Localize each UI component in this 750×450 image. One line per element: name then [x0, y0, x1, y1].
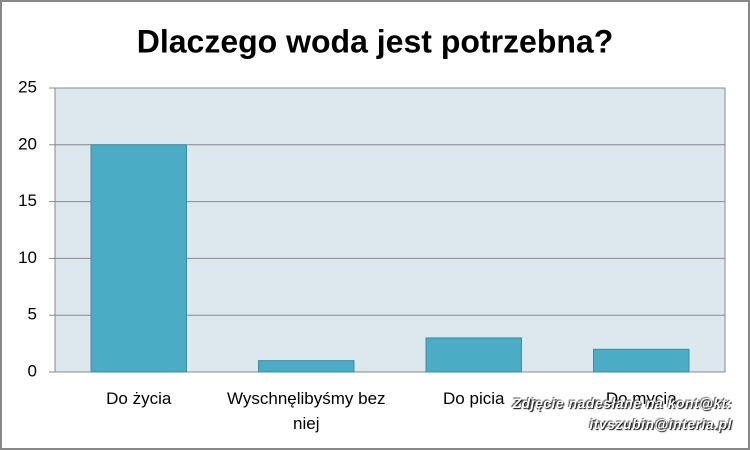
x-tick-label: Do picia [443, 389, 505, 408]
bar [593, 348, 690, 373]
y-tick-label: 20 [18, 134, 37, 153]
x-tick-label: Do mycia [605, 389, 677, 408]
y-tick-label: 0 [28, 361, 37, 380]
watermark: itvszubin@interia.pl [589, 416, 732, 432]
bar [425, 337, 522, 373]
x-tick-label: Do życia [106, 389, 172, 408]
y-tick-label: 10 [18, 248, 37, 267]
y-tick-label: 5 [28, 305, 37, 324]
bar [258, 360, 355, 373]
bar [90, 144, 187, 373]
x-tick-label: Wyschnęlibyśmy bez niej [226, 389, 386, 433]
watermark: Zdjęcie nadesłane na kont@kt: [512, 395, 732, 411]
y-tick-label: 15 [18, 191, 37, 210]
chart-title: Dlaczego woda jest potrzebna? [137, 23, 614, 59]
y-tick-label: 25 [18, 77, 37, 96]
